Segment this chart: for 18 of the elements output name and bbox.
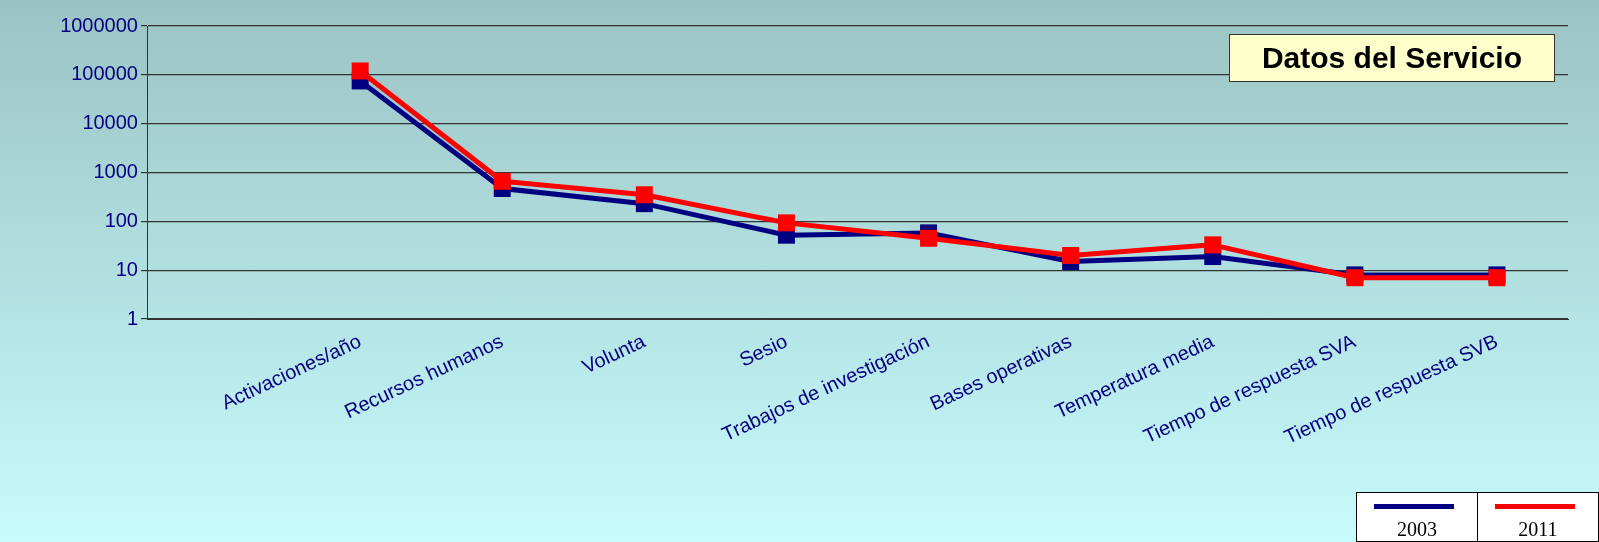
x-tick-label: Sesio: [735, 329, 791, 371]
y-tick-label: 100000: [71, 62, 138, 85]
point: [351, 62, 369, 80]
point: [1062, 246, 1080, 264]
point: [635, 186, 653, 204]
y-tick-label: 1: [126, 306, 138, 329]
point: [777, 214, 795, 232]
y-tick-label: 1000: [93, 160, 138, 183]
y-tick-label: 100: [104, 208, 138, 231]
y-tick-label: 10: [115, 257, 138, 280]
legend-label: 2003: [1397, 518, 1437, 541]
point: [920, 229, 938, 247]
y-tick-label: 10000: [82, 111, 138, 134]
point: [1204, 236, 1222, 254]
legend-label: 2011: [1518, 518, 1558, 541]
point: [493, 172, 511, 190]
text: Datos del Servicio: [1228, 34, 1555, 82]
y-tick-label: 1000000: [60, 13, 138, 36]
